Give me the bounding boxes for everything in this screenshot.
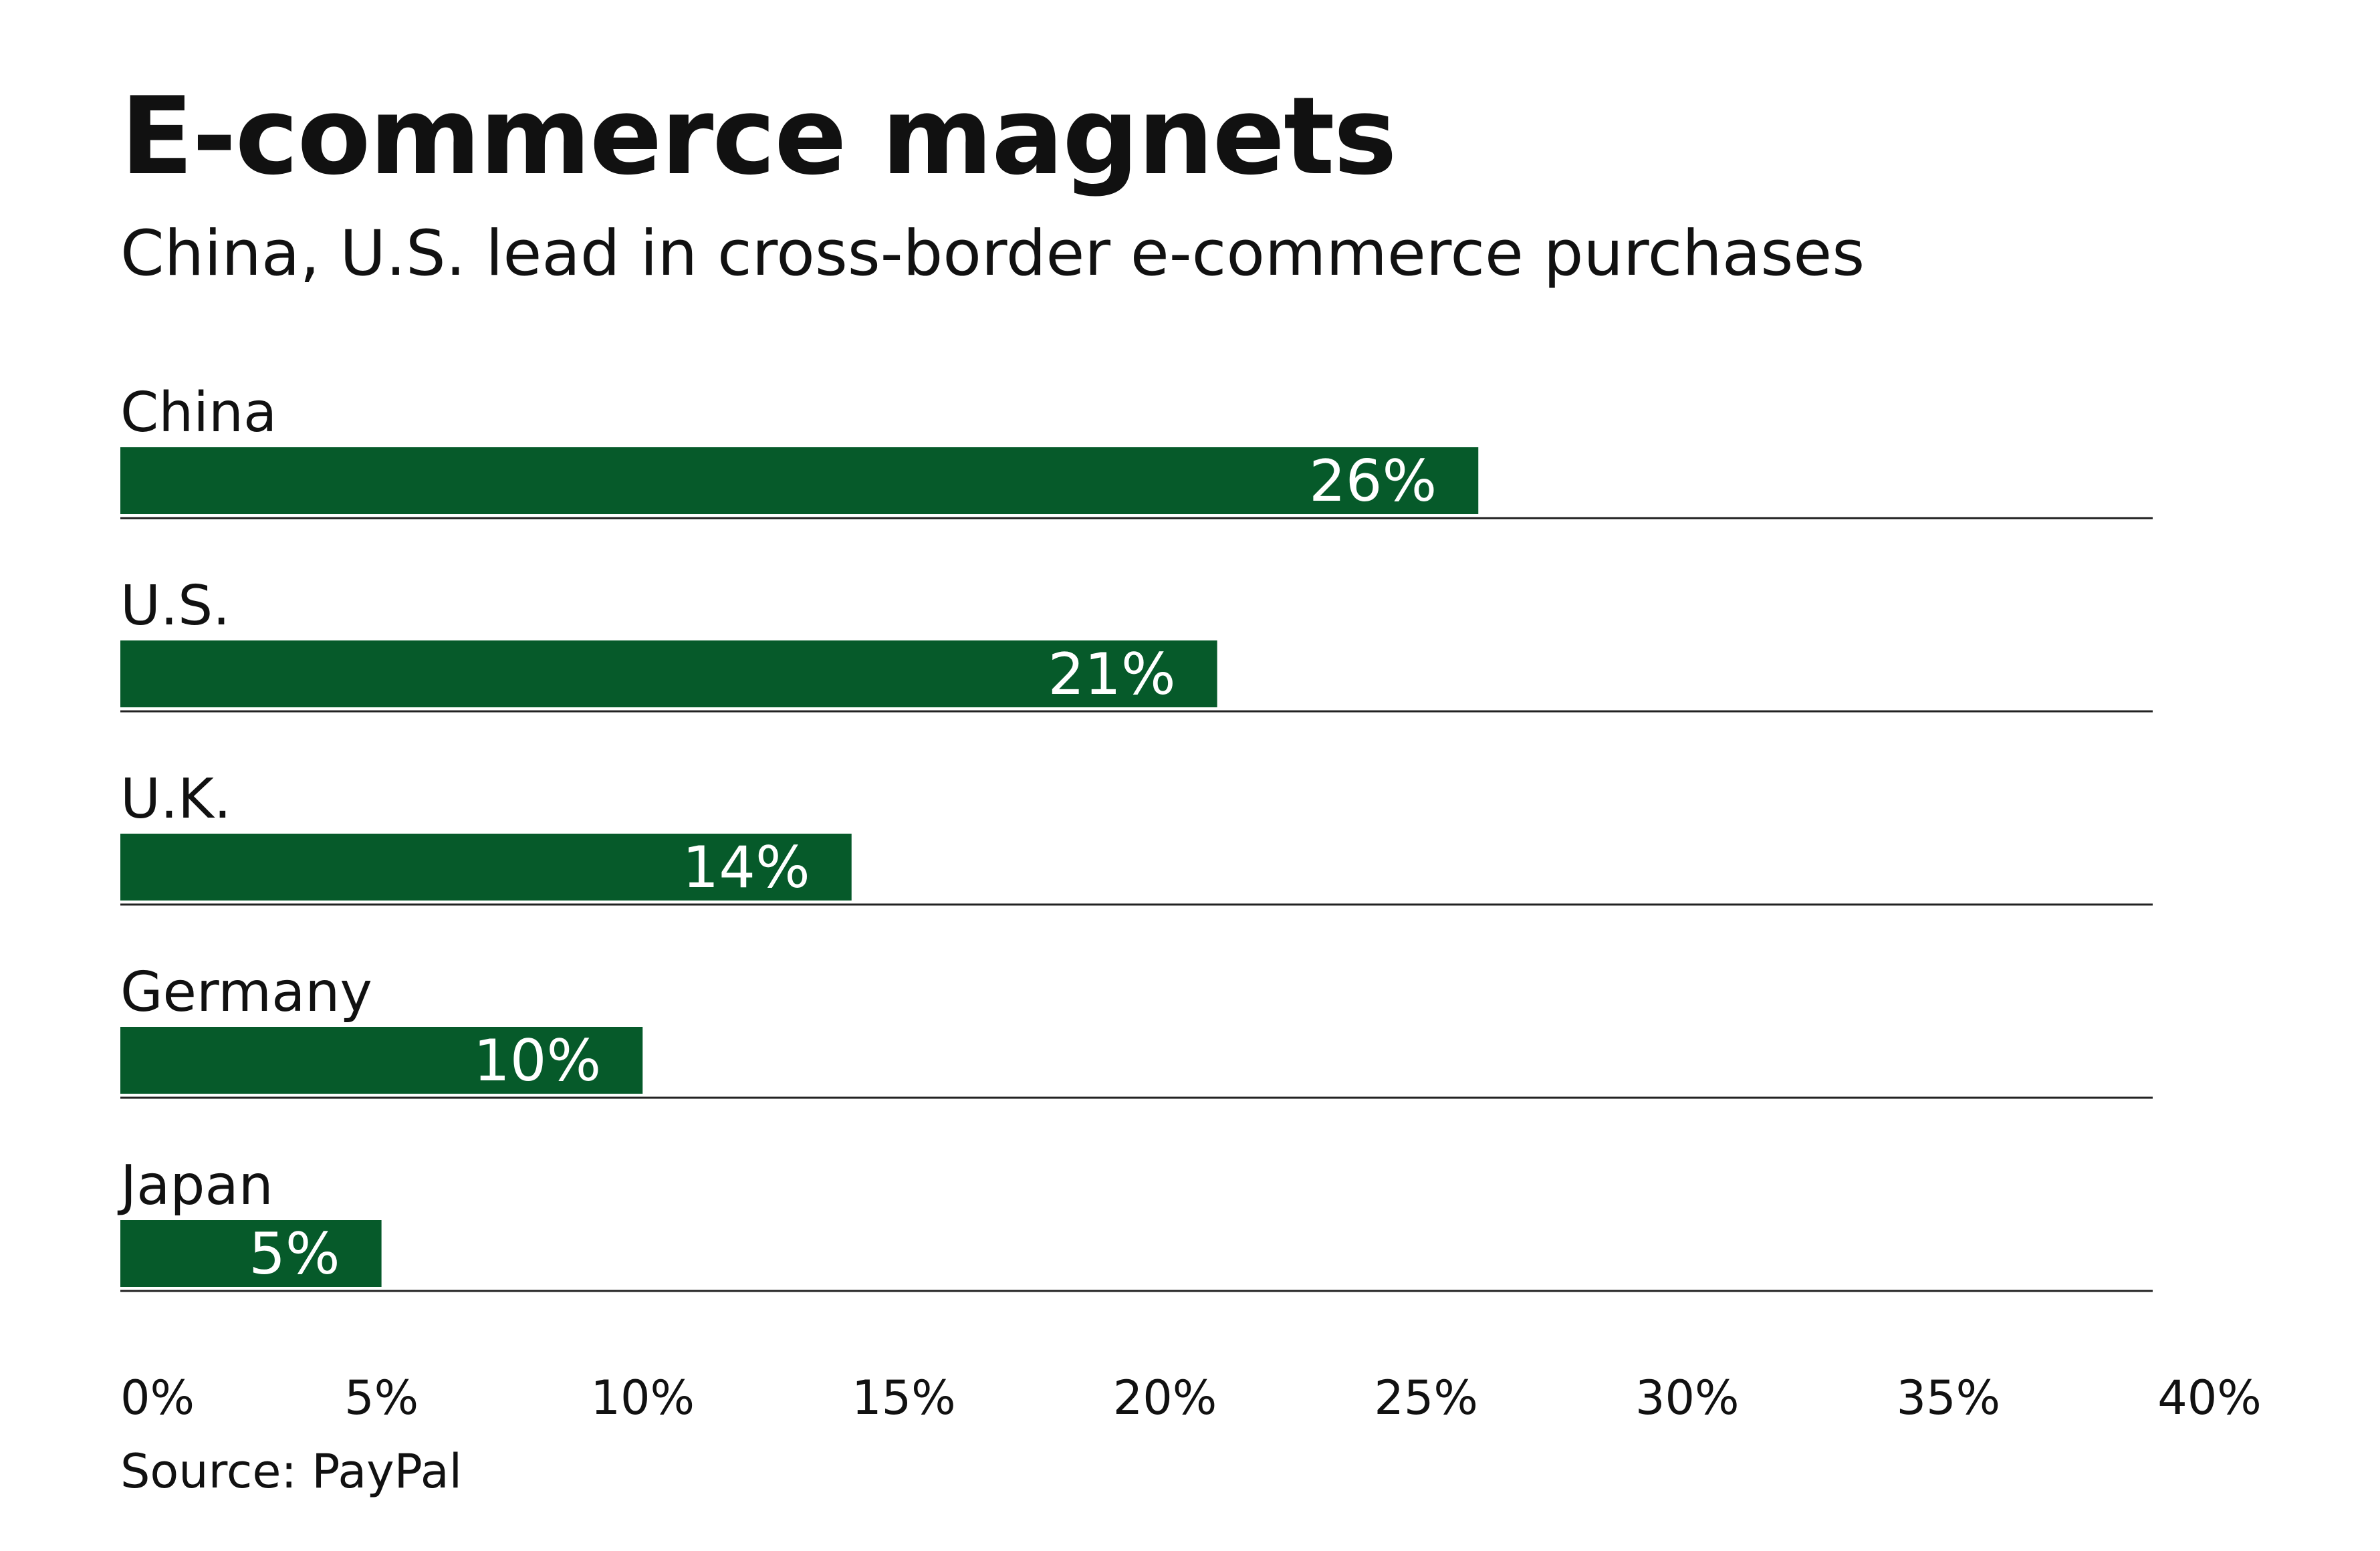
x-tick-label: 30% [1635,1370,1740,1425]
x-tick-label: 15% [852,1370,956,1425]
chart-subtitle: China, U.S. lead in cross-border e-comme… [120,217,1865,290]
x-tick-label: 20% [1113,1370,1217,1425]
bar [120,447,1479,514]
bar-value-label: 14% [683,834,810,901]
bar-value-label: 5% [249,1221,340,1288]
bar [120,834,852,901]
category-label: Germany [120,961,372,1024]
chart-source: Source: PayPal [120,1444,463,1499]
category-label: U.K. [120,767,231,831]
x-tick-label: 0% [120,1370,195,1425]
x-tick-label: 10% [590,1370,695,1425]
x-tick-label: 40% [2157,1370,2262,1425]
category-label: Japan [117,1154,273,1217]
bar-value-label: 21% [1048,641,1175,708]
chart-title: E-commerce magnets [120,74,1397,199]
bar [120,1027,643,1094]
x-tick-label: 5% [344,1370,419,1425]
x-tick-label: 35% [1897,1370,2001,1425]
x-tick-label: 25% [1374,1370,1478,1425]
bar-value-label: 10% [473,1028,601,1094]
category-label: China [120,381,277,445]
bar [120,640,1217,707]
category-label: U.S. [120,574,230,638]
bar [120,1220,382,1287]
bar-value-label: 26% [1309,448,1437,515]
